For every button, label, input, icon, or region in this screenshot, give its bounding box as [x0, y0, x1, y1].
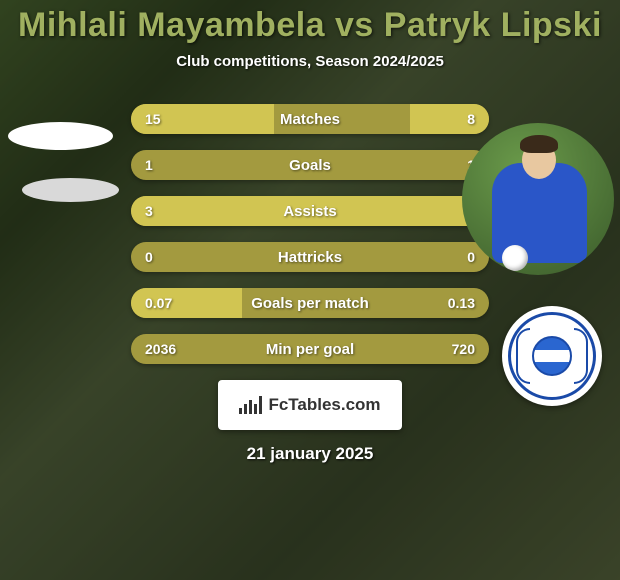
- brand-bar-segment: [259, 396, 262, 414]
- brand-bars-icon: [239, 396, 262, 414]
- stat-row: 2036720Min per goal: [131, 334, 489, 364]
- brand-bar-segment: [254, 404, 257, 414]
- stat-label: Goals per match: [131, 288, 489, 318]
- brand-bar-segment: [244, 404, 247, 414]
- laurel-right-icon: [574, 328, 588, 384]
- date-text: 21 january 2025: [0, 444, 620, 464]
- stat-label: Min per goal: [131, 334, 489, 364]
- stat-row: 3Assists: [131, 196, 489, 226]
- stat-row: 11Goals: [131, 150, 489, 180]
- page-title: Mihlali Mayambela vs Patryk Lipski: [0, 0, 620, 45]
- soccer-ball-icon: [502, 245, 528, 271]
- brand-text: FcTables.com: [268, 395, 380, 415]
- player-right-club-badge: [502, 306, 602, 406]
- stat-row: 00Hattricks: [131, 242, 489, 272]
- brand-bar-segment: [239, 408, 242, 414]
- stat-label: Goals: [131, 150, 489, 180]
- club-flag-icon: [532, 336, 572, 376]
- stat-row: 158Matches: [131, 104, 489, 134]
- player-right-hair-shape: [520, 135, 558, 153]
- laurel-left-icon: [516, 328, 530, 384]
- stat-label: Assists: [131, 196, 489, 226]
- brand-bar-segment: [249, 400, 252, 414]
- content-root: Mihlali Mayambela vs Patryk Lipski Club …: [0, 0, 620, 580]
- stat-label: Matches: [131, 104, 489, 134]
- stat-label: Hattricks: [131, 242, 489, 272]
- player-left-club-badge: [22, 178, 119, 202]
- brand-plate[interactable]: FcTables.com: [218, 380, 402, 430]
- page-subtitle: Club competitions, Season 2024/2025: [0, 53, 620, 70]
- player-right-avatar: [462, 123, 614, 275]
- player-left-avatar: [8, 122, 113, 150]
- stat-row: 0.070.13Goals per match: [131, 288, 489, 318]
